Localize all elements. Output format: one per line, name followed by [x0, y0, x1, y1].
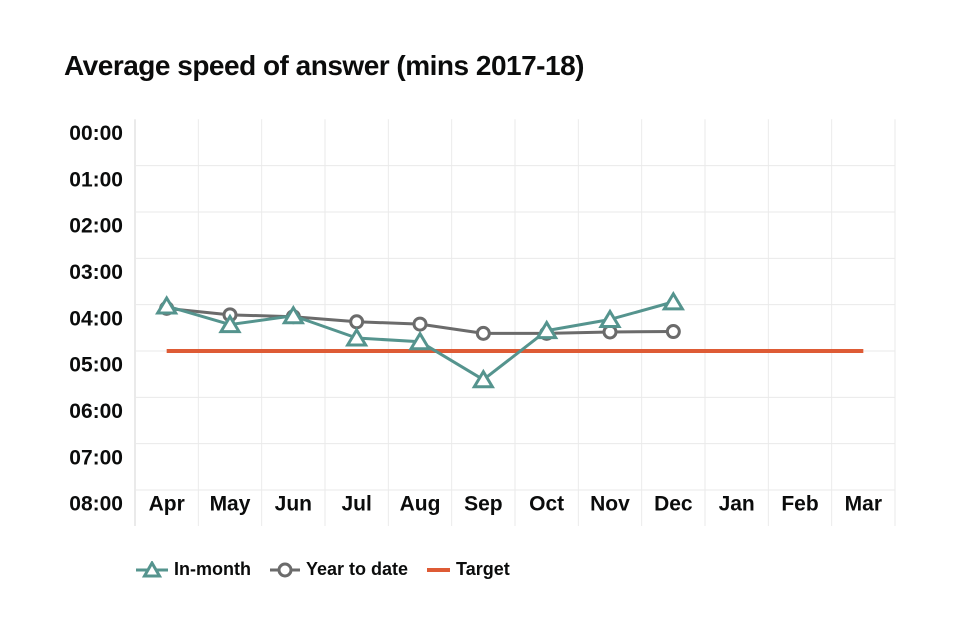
year-to-date-point-marker: [349, 314, 365, 330]
in-month-point-marker: [345, 327, 369, 347]
in-month-point-marker: [408, 330, 432, 351]
in-month-point-marker: [471, 368, 495, 389]
y-axis-label: 03:00: [69, 261, 123, 284]
y-axis-label: 07:00: [69, 446, 123, 469]
in-month-point-marker: [535, 319, 559, 340]
y-axis-label: 05:00: [69, 354, 123, 377]
year-to-date-line-circle-icon: [269, 562, 300, 577]
x-axis-label: Sep: [464, 493, 503, 516]
target-line-icon: [427, 567, 451, 572]
y-axis-label: 02:00: [69, 215, 123, 238]
legend-label-target: Target: [456, 559, 510, 579]
year-to-date-point-marker: [475, 325, 491, 341]
in-month-point-marker: [155, 295, 179, 315]
legend-item-in-month: In-month: [136, 559, 251, 580]
x-axis-label: Nov: [590, 493, 630, 516]
legend-item-target: Target: [427, 559, 510, 580]
y-axis-labels: 00:00 01:00 02:00 03:00 04:00 05:00 06:00 07:00…: [69, 122, 123, 516]
x-axis-labels: Apr May Jun Jul Aug Sep Oct Nov Dec Jan Feb Mar: [149, 493, 882, 516]
x-axis-label: Dec: [654, 493, 693, 516]
chart-legend: In-month Year to date Target: [136, 559, 510, 580]
x-axis-label: Jul: [341, 493, 371, 516]
in-month-point-marker: [598, 308, 622, 328]
in-month-point-marker: [281, 304, 305, 325]
year-to-date-point-marker: [665, 324, 681, 340]
x-axis-label: Jan: [719, 493, 755, 516]
x-axis-label: Apr: [149, 493, 185, 516]
x-axis-label: May: [210, 493, 251, 516]
x-axis-label: Oct: [529, 493, 564, 516]
legend-label-in-month: In-month: [174, 559, 251, 579]
series-in-month: [155, 290, 685, 389]
chart-title: Average speed of answer (mins 2017-18): [64, 50, 584, 81]
y-axis-label: 01:00: [69, 168, 123, 191]
in-month-point-marker: [218, 313, 242, 334]
year-to-date-point-marker: [412, 316, 428, 332]
y-axis-label: 06:00: [69, 400, 123, 423]
vertical-gridlines: [134, 119, 896, 526]
y-axis-label: 08:00: [69, 493, 123, 516]
legend-label-year-to-date: Year to date: [305, 559, 409, 579]
x-axis-label: Mar: [845, 493, 882, 516]
legend-item-year-to-date: Year to date: [269, 559, 409, 580]
x-axis-label: Feb: [781, 493, 818, 516]
in-month-point-marker: [661, 290, 685, 311]
y-axis-label: 04:00: [69, 307, 123, 330]
x-axis-label: Aug: [400, 493, 441, 516]
in-month-line-triangle-icon: [136, 560, 168, 577]
y-axis-label: 00:00: [69, 122, 123, 145]
x-axis-label: Jun: [275, 493, 312, 516]
